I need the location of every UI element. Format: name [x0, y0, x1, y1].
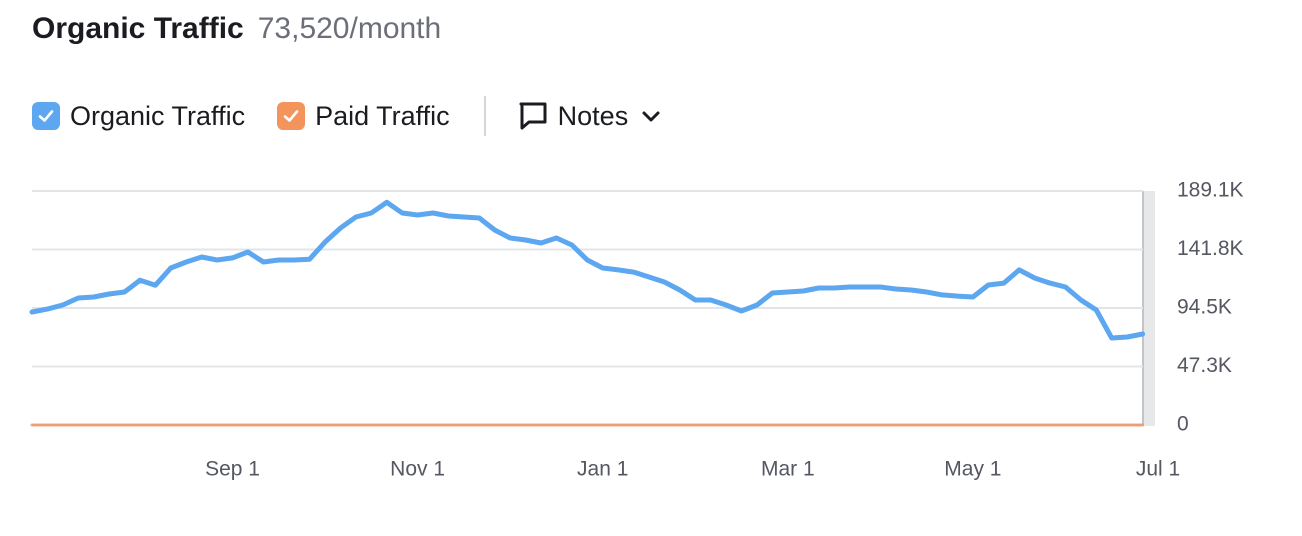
y-tick-label: 94.5K — [1177, 296, 1232, 319]
check-icon — [38, 110, 54, 122]
y-tick-label: 141.8K — [1177, 237, 1244, 260]
checkbox[interactable] — [277, 102, 306, 130]
legend: Organic Traffic Paid Traffic Notes — [32, 96, 662, 136]
range-handle — [1143, 191, 1155, 426]
x-tick-label: Mar 1 — [761, 458, 815, 481]
y-tick-label: 0 — [1177, 413, 1189, 436]
legend-label: Paid Traffic — [315, 100, 450, 131]
x-tick-label: Jul 1 — [1136, 458, 1180, 481]
x-tick-label: Nov 1 — [390, 458, 445, 481]
chart-title: Organic Traffic — [32, 12, 244, 45]
y-tick-label: 189.1K — [1177, 179, 1244, 202]
series-line — [29, 199, 1146, 341]
x-tick-label: Jan 1 — [577, 458, 628, 481]
x-tick-label: Sep 1 — [205, 458, 260, 481]
notes-icon — [519, 102, 547, 130]
header: Organic Traffic 73,520/month — [32, 12, 441, 46]
check-icon — [283, 110, 299, 122]
divider — [483, 96, 486, 136]
chart-subtitle: 73,520/month — [257, 12, 442, 45]
notes-button[interactable]: Notes — [518, 101, 663, 132]
y-tick-label: 47.3K — [1177, 354, 1232, 377]
legend-label: Organic Traffic — [70, 100, 246, 131]
checkbox[interactable] — [32, 102, 60, 130]
notes-label: Notes — [557, 100, 629, 131]
legend-item[interactable]: Organic Traffic — [32, 101, 245, 132]
chevron-icon — [642, 111, 660, 122]
legend-item[interactable]: Paid Traffic — [277, 101, 450, 132]
x-tick-label: May 1 — [944, 458, 1001, 481]
